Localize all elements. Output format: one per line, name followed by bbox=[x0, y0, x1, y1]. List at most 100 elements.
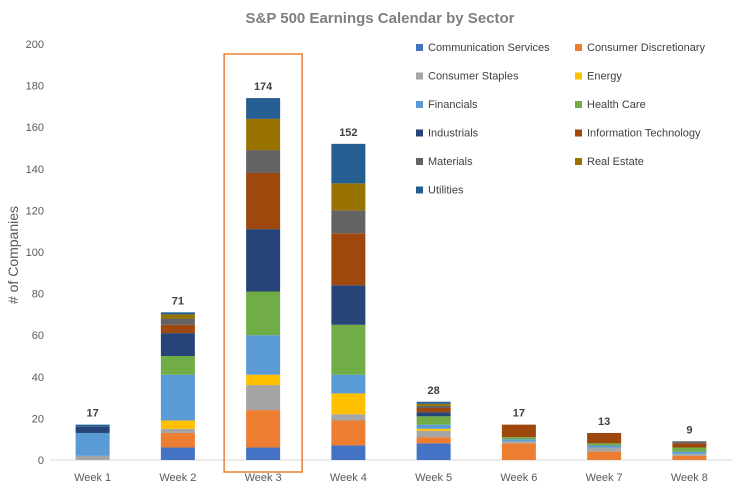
y-tick-label: 20 bbox=[32, 413, 44, 425]
y-axis: 0 20 40 60 80 100 120 140 160 180 200 bbox=[26, 39, 44, 467]
bar-segment bbox=[246, 335, 281, 375]
bar-segment bbox=[160, 314, 195, 319]
y-axis-label: # of Companies bbox=[5, 206, 21, 304]
bar-segment bbox=[160, 374, 195, 421]
bar-segment bbox=[672, 441, 707, 444]
legend-swatch bbox=[575, 129, 582, 137]
legend-label: Consumer Discretionary bbox=[587, 42, 705, 54]
bar-total-label: 9 bbox=[686, 424, 692, 436]
bar-segment bbox=[75, 424, 110, 427]
bar-segment bbox=[501, 443, 536, 460]
legend-label: Energy bbox=[587, 71, 622, 83]
bar-segment bbox=[331, 210, 366, 234]
bar-segment bbox=[331, 285, 366, 325]
bar-segment bbox=[246, 118, 281, 151]
legend-swatch bbox=[416, 158, 423, 165]
legend-label: Real Estate bbox=[587, 156, 644, 168]
total-labels: 17 71 174 152 28 17 13 9 bbox=[87, 81, 693, 436]
x-tick-label: Week 8 bbox=[671, 472, 708, 484]
bar-total-label: 17 bbox=[513, 408, 525, 420]
legend-swatch bbox=[416, 129, 423, 137]
bar-segment bbox=[331, 414, 366, 421]
legend-swatch bbox=[575, 44, 582, 51]
legend-label: Consumer Staples bbox=[428, 71, 519, 83]
bar-segment bbox=[75, 426, 110, 433]
y-tick-label: 180 bbox=[26, 81, 44, 93]
x-axis: Week 1 Week 2 Week 3 Week 4 Week 5 Week 6 Week… bbox=[74, 472, 708, 484]
bar-segment bbox=[587, 451, 622, 460]
x-tick-label: Week 4 bbox=[330, 472, 367, 484]
bar-segment bbox=[160, 420, 195, 429]
bar-segment bbox=[672, 447, 707, 452]
bar-segment bbox=[672, 453, 707, 456]
bar-segment bbox=[331, 445, 366, 460]
bar-total-label: 13 bbox=[598, 416, 610, 428]
bar-segment bbox=[160, 312, 195, 315]
x-tick-label: Week 1 bbox=[74, 472, 111, 484]
bar-segment bbox=[331, 393, 366, 415]
y-tick-label: 80 bbox=[32, 289, 44, 301]
bar-segment bbox=[331, 324, 366, 375]
legend: Communication Services Consumer Discretio… bbox=[416, 42, 705, 197]
x-tick-label: Week 7 bbox=[586, 472, 623, 484]
bar-segment bbox=[501, 441, 536, 444]
legend-swatch bbox=[575, 158, 582, 165]
bar-total-label: 174 bbox=[254, 81, 273, 93]
bar-segment bbox=[587, 443, 622, 446]
legend-swatch bbox=[416, 44, 423, 51]
bar-segment bbox=[416, 412, 451, 417]
y-tick-label: 60 bbox=[32, 330, 44, 342]
legend-swatch bbox=[416, 72, 423, 80]
bar-segment bbox=[246, 374, 281, 386]
legend-label: Utilities bbox=[428, 185, 464, 197]
bar-total-label: 152 bbox=[339, 127, 357, 139]
bar-segment bbox=[501, 439, 536, 442]
bar-total-label: 71 bbox=[172, 295, 184, 307]
y-tick-label: 40 bbox=[32, 372, 44, 384]
bar-segment bbox=[416, 416, 451, 425]
bar-segment bbox=[75, 432, 110, 456]
legend-label: Industrials bbox=[428, 128, 479, 140]
bar-segment bbox=[416, 428, 451, 431]
bar-segment bbox=[160, 356, 195, 375]
bar-segment bbox=[331, 420, 366, 446]
bar-segment bbox=[416, 408, 451, 413]
legend-swatch bbox=[575, 101, 582, 108]
chart-title: S&P 500 Earnings Calendar by Sector bbox=[246, 10, 515, 27]
x-tick-label: Week 6 bbox=[500, 472, 537, 484]
bar-segment bbox=[160, 428, 195, 433]
bar-segment bbox=[416, 430, 451, 438]
legend-label: Health Care bbox=[587, 99, 646, 111]
bar-segment bbox=[672, 451, 707, 454]
bar-segment bbox=[416, 405, 451, 408]
bar-total-label: 17 bbox=[87, 408, 99, 420]
x-tick-label: Week 5 bbox=[415, 472, 452, 484]
bar-segment bbox=[160, 324, 195, 334]
bar-series-group bbox=[75, 98, 707, 460]
y-tick-label: 120 bbox=[26, 205, 44, 217]
bar-segment bbox=[246, 150, 281, 173]
bar-segment bbox=[246, 291, 281, 336]
bar-segment bbox=[672, 455, 707, 460]
bar-segment bbox=[246, 385, 281, 411]
bar-segment bbox=[587, 445, 622, 448]
bar-segment bbox=[331, 143, 366, 184]
bar-segment bbox=[587, 447, 622, 452]
bar-segment bbox=[331, 374, 366, 394]
x-tick-label: Week 2 bbox=[159, 472, 196, 484]
y-tick-label: 160 bbox=[26, 122, 44, 134]
bar-segment bbox=[416, 424, 451, 429]
bar-segment bbox=[416, 401, 451, 404]
x-tick-label: Week 3 bbox=[245, 472, 282, 484]
bar-segment bbox=[246, 447, 281, 460]
bar-segment bbox=[160, 333, 195, 356]
legend-swatch bbox=[416, 186, 423, 194]
bar-segment bbox=[331, 233, 366, 286]
bar-segment bbox=[246, 229, 281, 292]
legend-swatch bbox=[575, 72, 582, 80]
y-tick-label: 0 bbox=[38, 455, 44, 467]
bar-segment bbox=[587, 432, 622, 444]
bar-segment bbox=[416, 443, 451, 460]
